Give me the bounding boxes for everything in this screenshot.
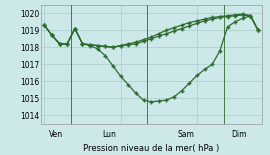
Text: Lun: Lun [102,130,116,139]
Text: Ven: Ven [49,130,63,139]
Text: Sam: Sam [177,130,194,139]
Text: Pression niveau de la mer( hPa ): Pression niveau de la mer( hPa ) [83,144,219,153]
Text: Dim: Dim [231,130,247,139]
